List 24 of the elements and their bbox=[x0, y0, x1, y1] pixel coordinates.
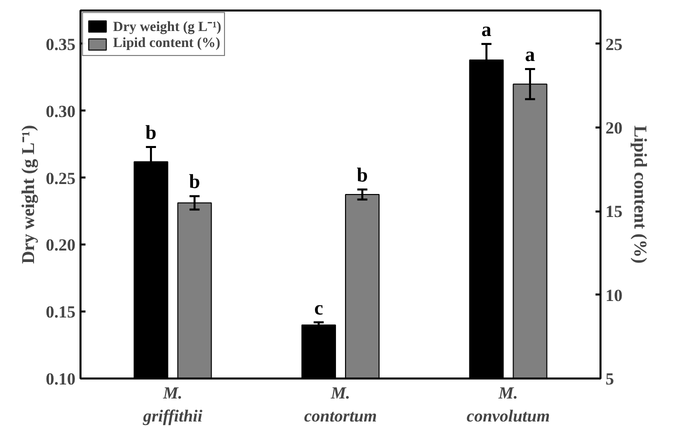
legend-label: Lipid content (%) bbox=[113, 36, 220, 52]
legend-label: Dry weight (g L⁻¹) bbox=[113, 19, 222, 36]
x-tick-label: M. griffithii bbox=[142, 384, 203, 426]
x-tick-label: M. contortum bbox=[304, 384, 377, 426]
annotation: a bbox=[481, 18, 492, 41]
y-tick-label: 0.35 bbox=[46, 34, 76, 54]
y-tick-label: 0.15 bbox=[46, 302, 76, 322]
y2-tick-label: 5 bbox=[606, 370, 614, 388]
x-tick-label: M. convolutum bbox=[466, 384, 550, 426]
annotation: a bbox=[525, 44, 536, 66]
y2-tick-label: 10 bbox=[606, 286, 622, 305]
y2-tick-label: 20 bbox=[606, 118, 622, 138]
y-tick-label: 0.30 bbox=[46, 102, 76, 121]
y2-axis-title: Lipid content (%) bbox=[630, 125, 650, 264]
annotation: b bbox=[145, 122, 157, 144]
y-tick-label: 0.20 bbox=[46, 236, 76, 255]
y-tick-label: 0.25 bbox=[46, 168, 76, 188]
annotation: c bbox=[314, 297, 324, 320]
y-tick-label: 0.10 bbox=[46, 370, 76, 388]
y-axis-title: Dry weight (g L⁻¹) bbox=[18, 125, 38, 264]
y2-tick-label: 25 bbox=[606, 34, 622, 54]
annotation: b bbox=[356, 164, 368, 186]
annotation: b bbox=[189, 171, 200, 194]
y2-tick-label: 15 bbox=[606, 202, 622, 222]
